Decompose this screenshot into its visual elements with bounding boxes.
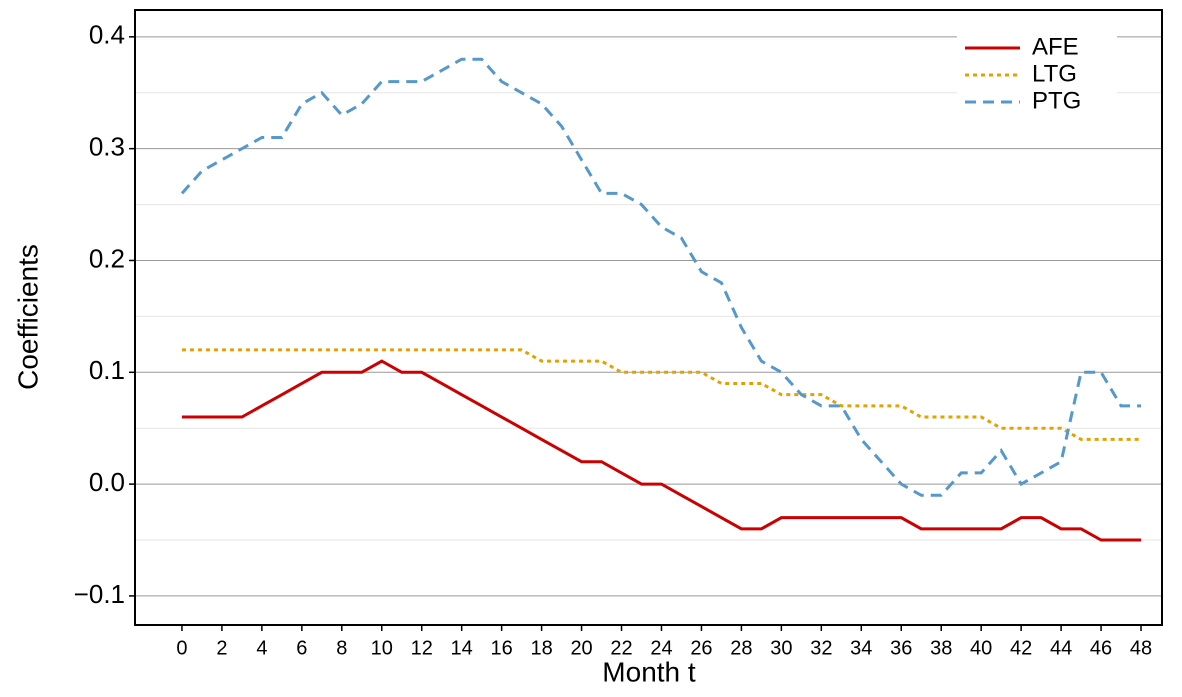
x-tick-label: 14 <box>451 637 473 659</box>
x-tick-label: 40 <box>970 637 992 659</box>
x-tick-label: 18 <box>530 637 552 659</box>
x-tick-label: 28 <box>730 637 752 659</box>
x-tick-label: 26 <box>690 637 712 659</box>
x-tick-label: 10 <box>371 637 393 659</box>
y-tick-label: 0.0 <box>89 467 125 497</box>
x-tick-label: 0 <box>176 637 187 659</box>
x-axis-title: Month t <box>602 656 696 687</box>
x-tick-label: 2 <box>216 637 227 659</box>
y-tick-label: 0.2 <box>89 243 125 273</box>
legend-label: PTG <box>1032 87 1081 114</box>
legend-label: AFE <box>1032 33 1079 60</box>
plot-frame <box>134 9 1163 626</box>
x-tick-label: 38 <box>930 637 952 659</box>
y-tick-label: 0.3 <box>89 132 125 162</box>
x-tick-label: 42 <box>1010 637 1032 659</box>
x-tick-label: 22 <box>610 637 632 659</box>
x-tick-label: 34 <box>850 637 872 659</box>
x-tick-label: 36 <box>890 637 912 659</box>
x-tick-label: 24 <box>650 637 672 659</box>
y-tick-label: 0.1 <box>89 355 125 385</box>
x-tick-label: 32 <box>810 637 832 659</box>
x-tick-label: 48 <box>1130 637 1152 659</box>
x-tick-label: 4 <box>256 637 267 659</box>
y-axis-title: Coefficients <box>12 244 43 390</box>
x-tick-label: 12 <box>411 637 433 659</box>
legend-label: LTG <box>1032 60 1077 87</box>
x-tick-label: 30 <box>770 637 792 659</box>
data-line <box>181 348 1142 441</box>
x-tick-label: 8 <box>336 637 347 659</box>
x-tick-label: 6 <box>296 637 307 659</box>
x-tick-label: 16 <box>491 637 513 659</box>
y-tick-label: 0.4 <box>89 20 125 50</box>
data-line <box>180 57 1142 497</box>
x-tick-label: 44 <box>1050 637 1072 659</box>
x-tick-label: 20 <box>570 637 592 659</box>
data-line <box>181 359 1142 542</box>
x-tick-label: 46 <box>1090 637 1112 659</box>
y-tick-label: −0.1 <box>74 579 125 609</box>
